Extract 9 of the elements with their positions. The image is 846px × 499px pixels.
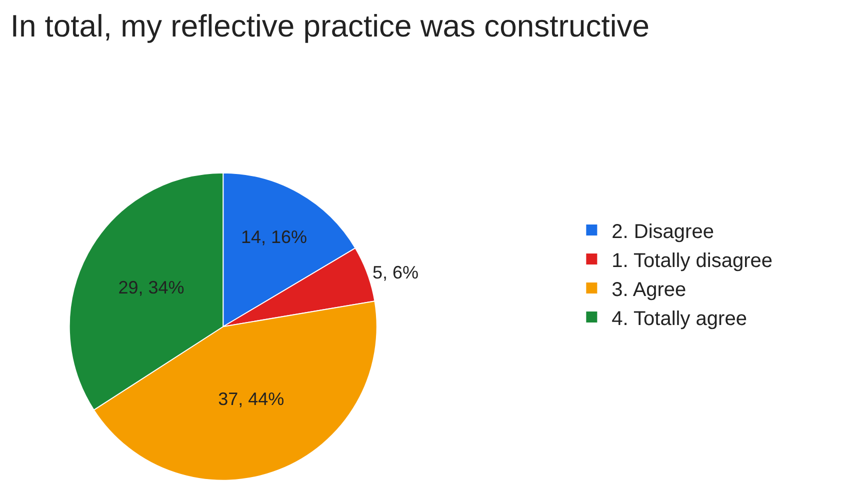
legend-label: 4. Totally agree: [612, 308, 747, 330]
legend-label: 2. Disagree: [612, 220, 714, 243]
legend-label: 3. Agree: [612, 278, 686, 301]
data-label: 29, 34%: [118, 277, 184, 298]
legend-label: 1. Totally disagree: [612, 250, 773, 272]
data-label: 37, 44%: [218, 389, 284, 410]
chart-title: In total, my reflective practice was constructive: [10, 8, 650, 44]
data-label: 5, 6%: [372, 262, 419, 283]
data-label: 14, 16%: [240, 227, 308, 248]
